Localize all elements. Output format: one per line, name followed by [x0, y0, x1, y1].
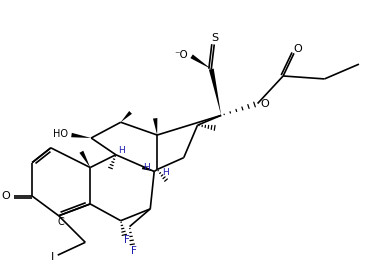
Polygon shape [142, 166, 154, 171]
Polygon shape [71, 133, 91, 138]
Text: H: H [162, 168, 169, 177]
Text: H: H [118, 146, 125, 155]
Text: O: O [293, 44, 302, 54]
Polygon shape [79, 151, 90, 167]
Text: F: F [131, 246, 136, 256]
Polygon shape [190, 54, 211, 69]
Polygon shape [121, 111, 132, 122]
Text: O: O [2, 191, 10, 201]
Text: I: I [50, 252, 54, 262]
Text: H: H [144, 163, 150, 172]
Text: O: O [261, 98, 269, 109]
Polygon shape [153, 118, 157, 135]
Text: C: C [57, 217, 64, 227]
Text: S: S [212, 32, 219, 43]
Text: HO: HO [53, 129, 68, 139]
Text: ⁻O: ⁻O [174, 50, 188, 60]
Text: F: F [124, 235, 129, 245]
Polygon shape [209, 68, 221, 115]
